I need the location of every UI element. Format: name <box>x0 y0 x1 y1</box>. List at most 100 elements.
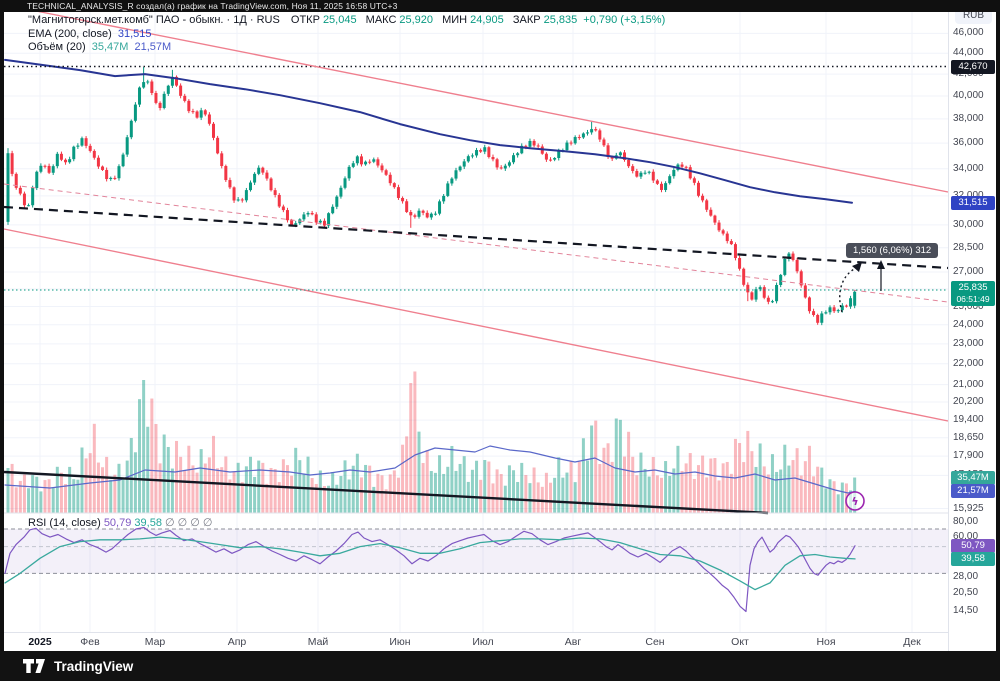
candle-body <box>569 142 573 144</box>
time-tick-label: Июн <box>389 636 411 648</box>
candle-body <box>733 244 737 259</box>
candle-body <box>133 104 137 121</box>
volume-bar <box>639 452 643 513</box>
candle-body <box>820 313 824 323</box>
volume-bar <box>631 456 635 513</box>
price-tick-label: 46,000 <box>953 27 984 39</box>
candle-body <box>787 253 791 259</box>
price-scale[interactable]: 46,00044,00042,00040,00038,00036,00034,0… <box>948 12 997 651</box>
volume-bar <box>618 419 622 513</box>
volume-label[interactable]: Объём (20) <box>28 41 86 53</box>
volume-bar <box>590 425 594 513</box>
volume-bar <box>236 462 240 513</box>
candle-body <box>113 177 117 179</box>
candle-body <box>758 287 762 290</box>
time-axis[interactable]: 2025 Фев Мар Апр Май Июн Июл Авг Сен Окт Ноя Дек <box>0 632 948 652</box>
volume-bar <box>327 485 331 513</box>
price-label-chip: 35,47M <box>951 470 995 485</box>
time-tick-label: Ноя <box>816 636 836 648</box>
volume-bar <box>553 477 557 513</box>
volume-bar <box>651 456 655 513</box>
candle-body <box>55 153 59 167</box>
candle-body <box>261 167 265 173</box>
channel-top[interactable] <box>25 8 949 193</box>
resistance-dashed-black[interactable] <box>3 205 949 270</box>
inner-dashed-pink[interactable] <box>3 183 949 303</box>
volume-trendline[interactable] <box>3 470 769 515</box>
candle-body <box>705 200 709 210</box>
ema-row[interactable]: EMA (200, close) 31,515 <box>28 28 665 42</box>
candle-body <box>483 147 487 152</box>
tradingview-wordmark[interactable]: TradingView <box>54 658 134 674</box>
volume-bar <box>105 456 109 513</box>
volume-bar <box>405 436 409 513</box>
candle-body <box>524 145 528 147</box>
volume-bar <box>586 460 590 513</box>
rsi-label[interactable]: RSI (14, close) <box>28 517 101 529</box>
volume-bar <box>228 479 232 513</box>
price-label-chip: 42,670 <box>951 60 995 74</box>
candle-body <box>623 152 626 160</box>
candle-body <box>598 130 602 140</box>
volume-bar <box>183 470 187 513</box>
candle-body <box>39 165 43 172</box>
volume-bar <box>31 475 35 513</box>
volume-bar <box>840 482 844 513</box>
volume-bar <box>701 455 705 513</box>
candle-body <box>281 206 285 211</box>
candle-body <box>824 312 828 314</box>
volume-bar <box>277 482 281 513</box>
volume-bar <box>158 463 162 513</box>
projection-arrow-curve[interactable] <box>839 266 859 313</box>
ema-label[interactable]: EMA (200, close) <box>28 27 112 40</box>
volume-bar <box>39 491 43 513</box>
price-label-chip: 25,835 06:51:49 <box>951 280 995 306</box>
symbol-title[interactable]: "Магнитогорск.мет.комб" ПАО - обыкн. · 1… <box>28 14 280 26</box>
frame-border-left <box>0 12 4 651</box>
time-tick-label: Сен <box>645 636 665 648</box>
volume-bar <box>331 472 335 513</box>
volume-bar <box>244 466 248 513</box>
rsi-legend[interactable]: RSI (14, close) 50,79 39,58 ∅ ∅ ∅ ∅ <box>28 516 213 529</box>
candle-body <box>129 120 133 138</box>
candle-body <box>766 297 770 302</box>
candle-body <box>606 145 610 158</box>
event-marker-circle[interactable] <box>845 491 865 511</box>
channel-bottom[interactable] <box>3 228 949 422</box>
candle-body <box>376 159 380 166</box>
candle-body <box>631 166 635 171</box>
candle-body <box>290 220 294 225</box>
candle-body <box>109 177 113 180</box>
volume-row[interactable]: Объём (20) 35,47M 21,57M <box>28 41 665 55</box>
volume-bar <box>191 465 195 513</box>
price-label-chip: 39,58 <box>951 551 995 566</box>
candle-body <box>696 182 700 196</box>
volume-bar <box>335 484 339 513</box>
candle-body <box>479 150 483 152</box>
rsi-ma-line <box>4 536 856 591</box>
candle-body <box>668 176 672 184</box>
candle-body <box>849 298 853 307</box>
price-tick-label: 38,000 <box>953 112 984 124</box>
tradingview-logo-icon[interactable] <box>22 657 47 675</box>
volume-bar <box>417 431 421 513</box>
candle-body <box>557 151 561 159</box>
candle-body <box>627 159 631 167</box>
symbol-row[interactable]: "Магнитогорск.мет.комб" ПАО - обыкн. · 1… <box>28 14 665 28</box>
volume-bar <box>803 461 807 513</box>
candle-body <box>216 137 220 154</box>
candle-body <box>594 129 598 131</box>
candle-body <box>248 182 252 191</box>
volume-bar <box>779 469 783 513</box>
price-tick-label: 44,000 <box>953 47 984 59</box>
lightning-icon: ϟ <box>851 495 858 508</box>
volume-bar <box>314 483 318 513</box>
volume-bar <box>438 455 442 513</box>
volume-bar <box>10 463 14 513</box>
candle-body <box>224 166 228 181</box>
volume-bar <box>170 468 174 513</box>
candle-body <box>150 81 154 94</box>
volume-bar <box>43 480 47 513</box>
candle-body <box>220 153 224 167</box>
